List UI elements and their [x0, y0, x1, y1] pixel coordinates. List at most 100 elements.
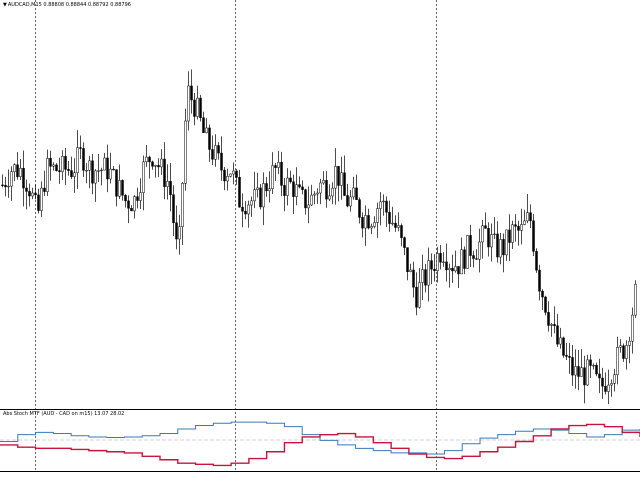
candle-bear [55, 164, 58, 171]
candle-bear [175, 222, 178, 240]
candle-bull [397, 225, 400, 228]
candle-bear [562, 337, 565, 356]
candle-bear [385, 200, 388, 213]
close-price: 0.88796 [110, 2, 131, 8]
candle-bear [22, 167, 25, 189]
candle-bear [130, 208, 133, 212]
candle-bear [283, 185, 286, 196]
candle-bear [514, 224, 517, 227]
period-separators [35, 0, 437, 472]
candle-bear [604, 385, 607, 392]
candle-bear [220, 152, 223, 171]
candle-bear [127, 200, 130, 209]
candle-bull [76, 147, 79, 173]
candle-bear [157, 165, 160, 168]
candle-bear [16, 164, 19, 177]
candle-bull [196, 97, 199, 117]
candle-bull [550, 324, 553, 326]
candle-bull [436, 253, 439, 271]
candle-bull [319, 182, 322, 194]
candle-bear [532, 220, 535, 252]
candle-bear [565, 355, 568, 357]
candle-bear [556, 325, 559, 345]
candle-bear [355, 187, 358, 200]
candle-bull [205, 127, 208, 133]
candle-bull [154, 165, 157, 167]
candle-bear [430, 260, 433, 270]
candle-bull [253, 189, 256, 202]
candle-bear [190, 85, 193, 101]
candle-bear [439, 253, 442, 263]
low-price: 0.88792 [87, 2, 109, 8]
candle-bull [100, 169, 103, 172]
candle-bear [361, 217, 364, 229]
symbol-name: AUDCAD,M15 [7, 2, 42, 8]
aud-strength-line [0, 421, 640, 455]
indicator-label: Abs Stoch MTF (AUD - CAD on m15) 13.07 2… [3, 411, 125, 417]
candle-bear [34, 192, 37, 196]
candle-bear [4, 184, 7, 188]
candle-bull [559, 337, 562, 345]
candle-bull [586, 359, 589, 386]
candle-bear [502, 239, 505, 256]
candle-bear [304, 189, 307, 209]
triangle-down-icon: ▼ [3, 2, 7, 8]
candle-bull [382, 200, 385, 203]
candlestick-series [1, 69, 637, 405]
candle-bear [193, 99, 196, 117]
candle-bear [241, 206, 244, 212]
candle-bear [451, 267, 454, 272]
candle-bear [433, 268, 436, 271]
candle-bull [610, 383, 613, 386]
candle-bear [544, 296, 547, 313]
candle-bull [370, 226, 373, 229]
candle-bear [235, 170, 238, 178]
candle-bull [391, 222, 394, 225]
candle-bear [124, 195, 127, 202]
candle-bull [97, 170, 100, 172]
candle-bull [139, 192, 142, 201]
candle-bull [262, 183, 265, 208]
candle-bull [364, 215, 367, 229]
candle-bear [58, 170, 61, 172]
candle-bull [145, 156, 148, 163]
candle-bull [46, 158, 49, 192]
candle-bull [268, 188, 271, 192]
candle-bull [427, 260, 430, 286]
candle-bear [244, 210, 247, 215]
candle-bear [82, 148, 85, 171]
candle-bull [511, 224, 514, 243]
candle-bear [28, 191, 31, 197]
candle-bear [538, 269, 541, 292]
candle-bull [322, 180, 325, 184]
candle-bull [376, 208, 379, 223]
candle-bull [286, 177, 289, 196]
candle-bear [358, 199, 361, 218]
candle-bear [487, 228, 490, 248]
candle-bull [133, 196, 136, 212]
candle-bear [577, 366, 580, 377]
candle-bull [505, 229, 508, 256]
candle-bull [592, 364, 595, 367]
candle-bull [334, 166, 337, 189]
candle-bear [388, 212, 391, 224]
candle-bull [61, 156, 64, 172]
candle-bear [337, 166, 340, 186]
candle-bear [280, 162, 283, 186]
candle-bear [91, 160, 94, 184]
candle-bull [520, 224, 523, 231]
candle-bear [43, 187, 46, 192]
candle-bear [424, 269, 427, 286]
candle-bull [316, 192, 319, 195]
candle-bear [274, 165, 277, 168]
candle-bull [226, 176, 229, 182]
candle-bull [523, 220, 526, 225]
candle-bull [160, 158, 163, 168]
candle-bear [238, 176, 241, 208]
candle-bear [115, 169, 118, 197]
candle-bear [412, 269, 415, 288]
candle-bull [256, 187, 259, 190]
candle-bull [340, 172, 343, 186]
